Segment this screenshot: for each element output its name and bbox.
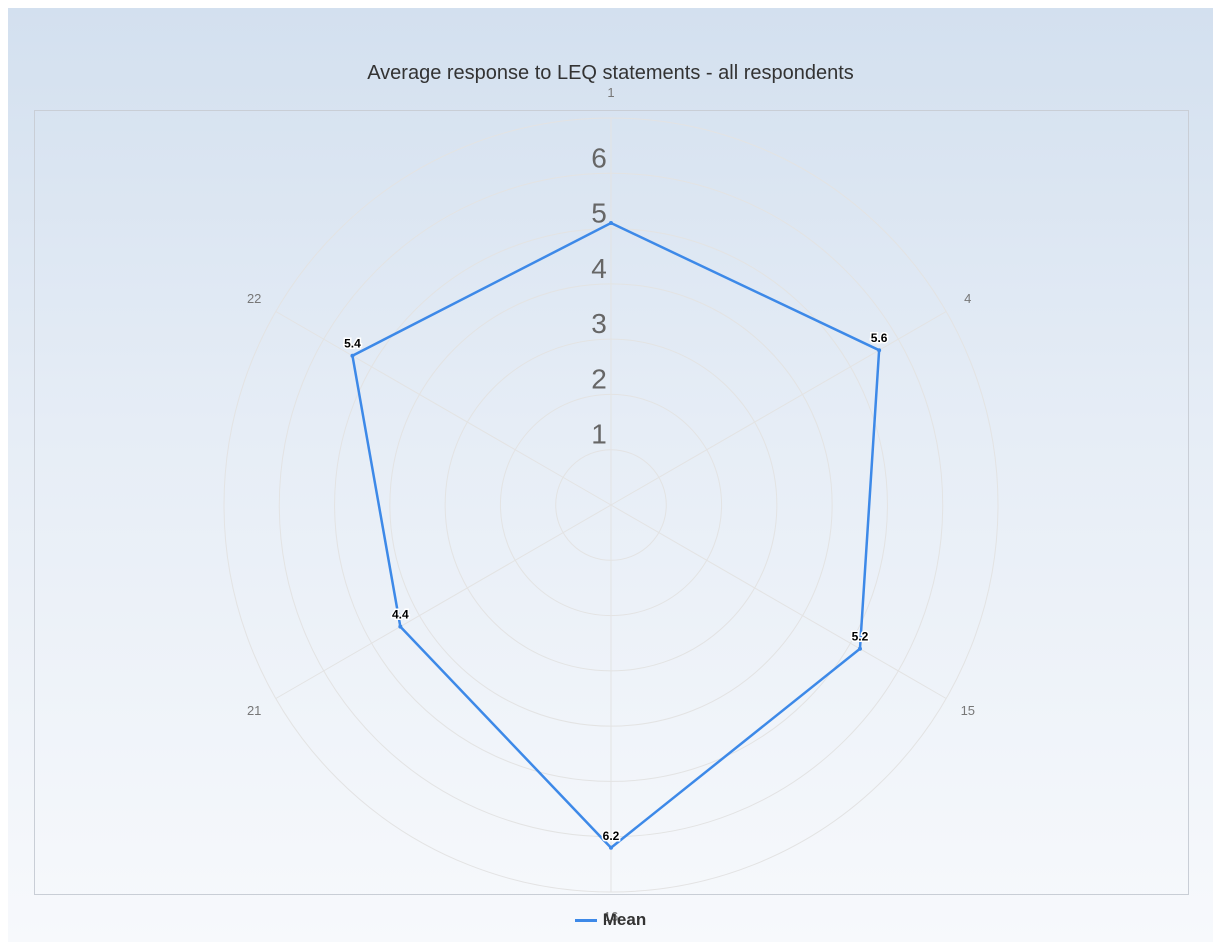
plot-area	[34, 110, 1189, 895]
data-label-22: 5.4	[344, 337, 361, 351]
data-point-1	[609, 221, 613, 226]
data-label-15: 5.2	[852, 630, 869, 644]
legend: Mean	[0, 910, 1213, 930]
category-label-16: 16	[604, 909, 618, 924]
data-label-21: 4.4	[392, 608, 409, 622]
grid-spoke-15	[610, 504, 947, 699]
category-label-1: 1	[607, 85, 614, 100]
chart-title: Average response to LEQ statements - all…	[367, 62, 854, 84]
data-point-15	[857, 646, 862, 651]
legend-label-mean[interactable]: Mean	[602, 910, 647, 929]
category-label-22: 22	[247, 291, 261, 306]
category-label-21: 21	[247, 703, 261, 718]
radial-tick-4: 4	[591, 253, 607, 284]
radial-tick-1: 1	[591, 419, 607, 450]
category-label-4: 4	[964, 291, 971, 306]
data-point-16	[609, 845, 613, 850]
radial-tick-6: 6	[591, 142, 607, 173]
data-point-4	[877, 348, 882, 353]
grid-spoke-21	[275, 504, 612, 699]
data-point-21	[398, 624, 403, 629]
data-point-22	[350, 353, 355, 358]
radial-tick-5: 5	[591, 198, 607, 229]
radial-tick-3: 3	[591, 308, 607, 339]
category-label-15: 15	[961, 703, 975, 718]
legend-line-mean	[574, 918, 597, 922]
grid-spoke-22	[275, 311, 612, 506]
series-line-mean	[351, 221, 881, 850]
data-label-4: 5.6	[871, 331, 888, 345]
data-label-16: 6.2	[603, 829, 620, 843]
grid-spoke-4	[610, 311, 947, 506]
radial-tick-2: 2	[591, 363, 607, 394]
